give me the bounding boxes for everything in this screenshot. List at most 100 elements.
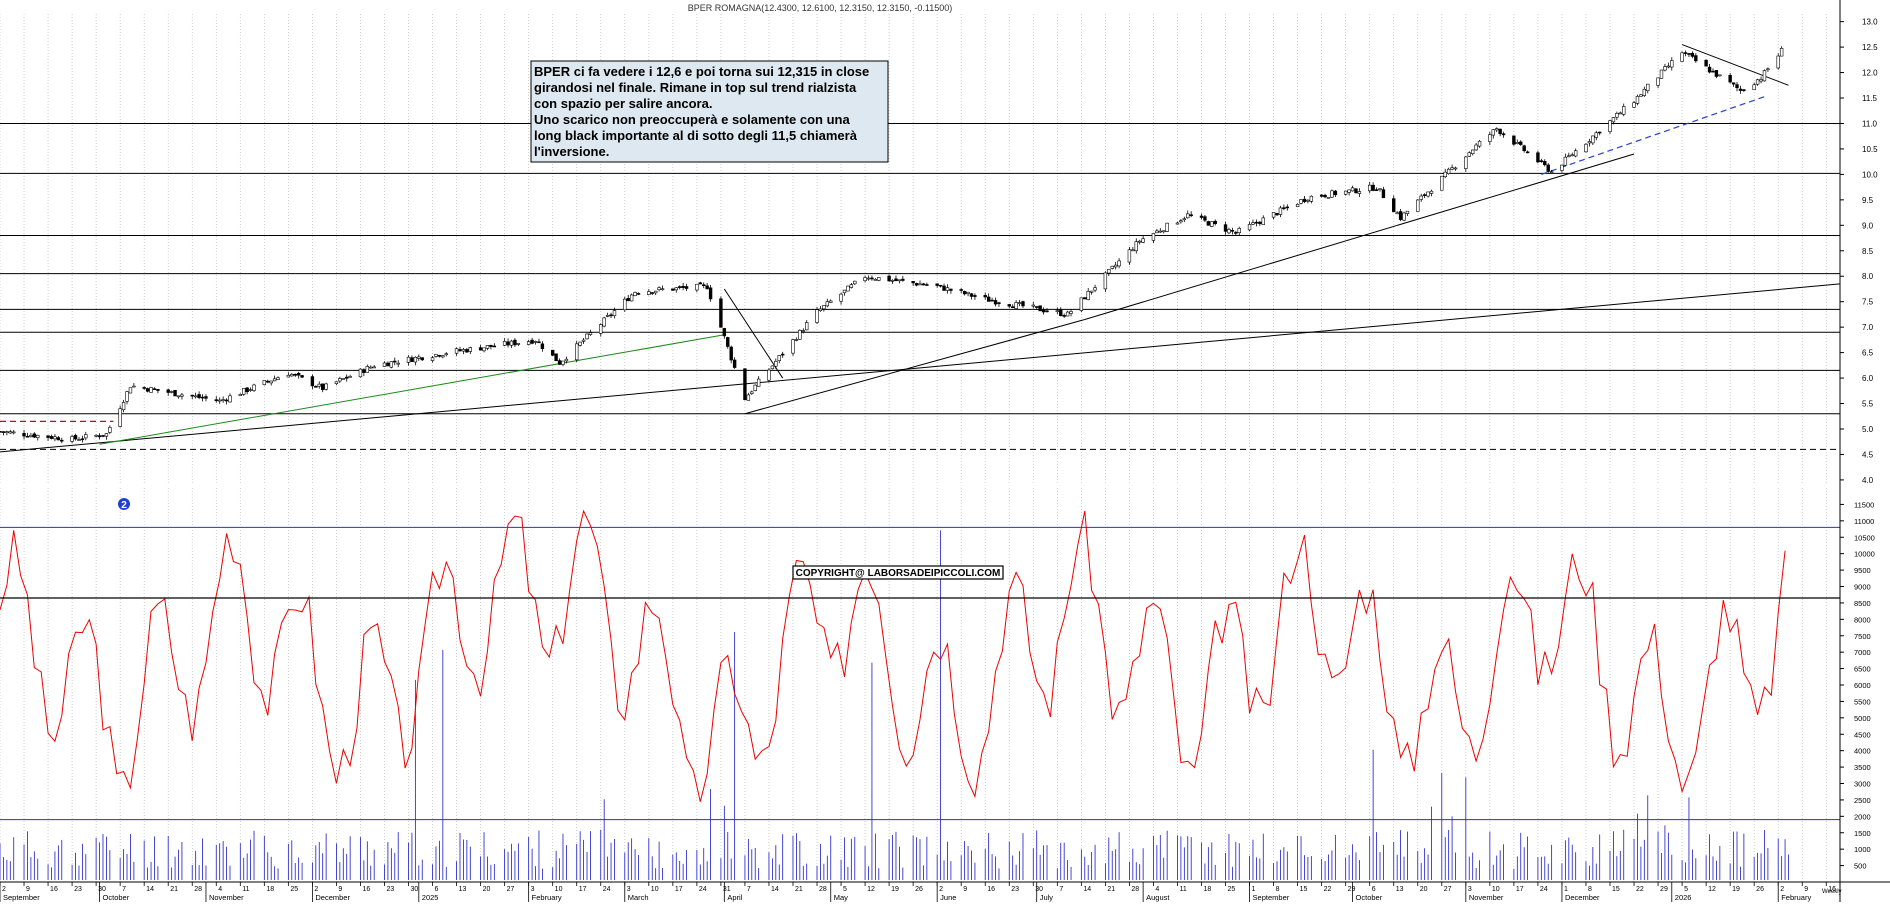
candle-body — [729, 346, 733, 361]
candle-body — [1055, 310, 1060, 312]
candle-body — [1113, 264, 1118, 268]
candle-body — [829, 300, 833, 303]
candle-body — [602, 317, 606, 327]
candle-body — [22, 433, 26, 437]
candle-body — [1206, 221, 1211, 226]
day-tick-label: 19 — [891, 886, 899, 893]
candle-body — [1762, 70, 1767, 82]
day-tick-label: 18 — [1203, 886, 1211, 893]
candle-body — [1110, 265, 1114, 269]
candle-body — [338, 378, 342, 382]
candle-body — [1302, 198, 1307, 202]
candle-body — [1728, 74, 1732, 83]
osc-tick-label: 5500 — [1854, 697, 1871, 706]
trendline — [1084, 153, 1635, 320]
candle-body — [125, 391, 129, 402]
candle-body — [84, 434, 88, 439]
candle-body — [743, 368, 747, 401]
candle-body — [1330, 190, 1334, 198]
candle-body — [1779, 48, 1784, 57]
candle-body — [945, 287, 950, 291]
candle-body — [1419, 195, 1423, 200]
candle-body — [1089, 290, 1094, 293]
candle-body — [430, 357, 435, 361]
day-tick-label: 23 — [74, 886, 82, 893]
candle-body — [36, 434, 40, 439]
candle-body — [509, 340, 514, 346]
candle-body — [1402, 212, 1406, 221]
candle-body — [921, 283, 926, 286]
candle-body — [581, 339, 586, 342]
candle-body — [12, 431, 16, 434]
day-tick-label: 26 — [915, 886, 923, 893]
candle-body — [362, 369, 366, 373]
month-label: December — [1565, 893, 1600, 902]
candle-body — [513, 339, 517, 346]
candle-body — [1199, 215, 1204, 218]
day-tick-label: 14 — [771, 886, 779, 893]
candle-body — [1065, 311, 1070, 317]
candle-body — [1103, 272, 1108, 290]
candle-body — [887, 275, 891, 282]
candle-body — [269, 380, 273, 384]
candle-body — [386, 362, 390, 367]
candle-body — [653, 290, 658, 294]
candle-body — [1642, 89, 1647, 96]
chart-header: BPER ROMAGNA(12.4300, 12.6100, 12.3150, … — [688, 3, 953, 13]
candle-body — [5, 431, 9, 434]
candle-body — [1422, 194, 1427, 196]
candle-body — [32, 433, 37, 438]
day-tick-label: 20 — [483, 886, 491, 893]
candle-body — [914, 283, 919, 286]
candle-body — [798, 329, 802, 340]
candle-body — [1405, 210, 1410, 214]
osc-tick-label: 500 — [1854, 862, 1867, 871]
candle-body — [1251, 222, 1255, 225]
candle-body — [1567, 155, 1571, 158]
candle-body — [1069, 311, 1073, 314]
candle-body — [1683, 52, 1688, 54]
trendline — [1681, 44, 1789, 86]
candle-body — [877, 277, 881, 281]
osc-tick-label: 8500 — [1854, 599, 1871, 608]
candle-body — [825, 301, 830, 307]
osc-tick-label: 5000 — [1854, 714, 1871, 723]
candle-body — [1131, 249, 1135, 252]
candle-body — [846, 285, 850, 292]
month-label: 2025 — [422, 893, 439, 902]
candle-body — [1752, 84, 1756, 91]
candle-body — [901, 278, 905, 281]
candle-body — [1299, 199, 1303, 204]
candle-body — [575, 343, 579, 361]
osc-tick-label: 6500 — [1854, 665, 1871, 674]
candle-body — [657, 287, 661, 291]
support-resistance-lines — [0, 122, 1840, 450]
candle-body — [485, 345, 490, 349]
candle-body — [805, 322, 809, 331]
candle-body — [609, 314, 613, 317]
candle-body — [1165, 222, 1169, 232]
candle-body — [358, 368, 363, 378]
day-tick-label: 23 — [386, 886, 394, 893]
month-label: September — [1253, 893, 1290, 902]
candle-body — [702, 284, 706, 286]
day-tick-label: 21 — [1107, 886, 1115, 893]
day-tick-label: 13 — [459, 886, 467, 893]
candle-body — [1766, 68, 1770, 71]
annotation-line-5: long black importante al di sotto degli … — [534, 128, 858, 143]
candle-body — [314, 386, 318, 388]
candle-body — [1357, 191, 1362, 194]
day-tick-label: 10 — [651, 886, 659, 893]
candle-body — [180, 394, 184, 397]
day-tick-label: 17 — [675, 886, 683, 893]
month-label: 2026 — [1675, 893, 1692, 902]
day-tick-label: 6 — [1372, 886, 1376, 893]
trendline — [723, 288, 784, 379]
candle-body — [1347, 189, 1351, 193]
candle-body — [1546, 164, 1550, 172]
day-tick-label: 8 — [1276, 886, 1280, 893]
candle-body — [393, 360, 397, 363]
candle-body — [1247, 224, 1252, 231]
candle-body — [1059, 309, 1063, 316]
